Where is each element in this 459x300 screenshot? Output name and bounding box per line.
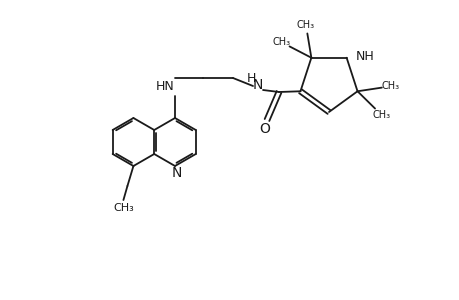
Text: CH₃: CH₃ [371, 110, 390, 120]
Text: CH₃: CH₃ [113, 203, 134, 213]
Text: N: N [172, 166, 182, 180]
Text: CH₃: CH₃ [272, 37, 290, 47]
Text: N: N [252, 78, 263, 92]
Text: NH: NH [355, 50, 374, 63]
Text: HN: HN [155, 80, 174, 94]
Text: CH₃: CH₃ [296, 20, 314, 30]
Text: CH₃: CH₃ [381, 81, 399, 91]
Text: H: H [246, 71, 255, 85]
Text: O: O [259, 122, 270, 136]
